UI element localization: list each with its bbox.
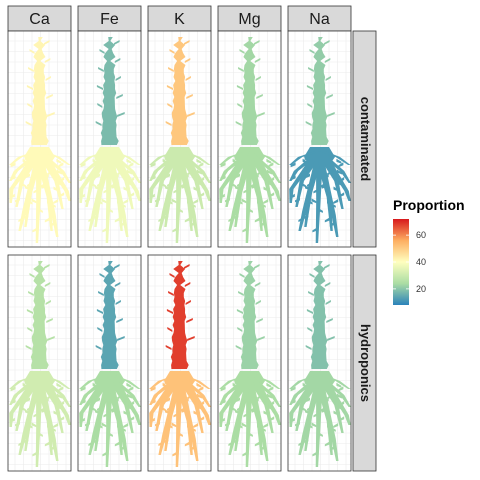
column-label: Na bbox=[309, 11, 330, 28]
column-strip-k: K bbox=[147, 5, 212, 32]
root-region bbox=[219, 147, 281, 243]
row-label: contaminated bbox=[358, 97, 373, 182]
column-label: K bbox=[174, 11, 185, 28]
root-region bbox=[149, 371, 211, 467]
panel-hydroponics-mg bbox=[217, 254, 282, 472]
legend-tick-label: 60 bbox=[416, 230, 426, 240]
root-region bbox=[149, 147, 211, 243]
root-region bbox=[9, 147, 71, 243]
panels bbox=[7, 30, 352, 472]
column-strip-ca: Ca bbox=[7, 5, 72, 32]
panel-contaminated-na bbox=[287, 30, 352, 248]
row-strip-contaminated: contaminated bbox=[352, 30, 377, 248]
row-label: hydroponics bbox=[358, 324, 373, 402]
column-label: Mg bbox=[238, 11, 260, 28]
shoot-region bbox=[25, 37, 55, 145]
legend-tick-label: 40 bbox=[416, 257, 426, 267]
panel-hydroponics-na bbox=[287, 254, 352, 472]
shoot-region bbox=[235, 261, 265, 369]
root-region bbox=[289, 147, 351, 243]
legend-title: Proportion bbox=[393, 197, 465, 213]
legend-tick-label: 20 bbox=[416, 284, 426, 294]
shoot-region bbox=[305, 261, 335, 369]
root-region bbox=[289, 371, 351, 467]
root-region bbox=[219, 371, 281, 467]
root-region bbox=[79, 371, 141, 467]
column-label: Fe bbox=[100, 11, 119, 28]
column-strip-na: Na bbox=[287, 5, 352, 32]
root-region bbox=[9, 371, 71, 467]
panel-contaminated-ca bbox=[7, 30, 72, 248]
legend-ticks: 20 40 60 bbox=[393, 230, 426, 294]
row-strips: contaminated hydroponics bbox=[352, 30, 377, 472]
column-strip-mg: Mg bbox=[217, 5, 282, 32]
panel-hydroponics-k bbox=[147, 254, 212, 472]
legend-colorbar bbox=[393, 219, 409, 305]
panel-contaminated-fe bbox=[77, 30, 142, 248]
panel-hydroponics-fe bbox=[77, 254, 142, 472]
shoot-region bbox=[235, 37, 265, 145]
shoot-region bbox=[25, 261, 55, 369]
panel-contaminated-mg bbox=[217, 30, 282, 248]
legend: Proportion 20 40 60 bbox=[393, 197, 465, 305]
column-strip-fe: Fe bbox=[77, 5, 142, 32]
column-strips: Ca Fe K Mg Na bbox=[7, 5, 352, 32]
panel-contaminated-k bbox=[147, 30, 212, 248]
panel-hydroponics-ca bbox=[7, 254, 72, 472]
shoot-region bbox=[165, 37, 195, 145]
row-strip-hydroponics: hydroponics bbox=[352, 254, 377, 472]
shoot-region bbox=[305, 37, 335, 145]
column-label: Ca bbox=[29, 11, 50, 28]
shoot-region bbox=[165, 261, 195, 369]
shoot-region bbox=[95, 37, 125, 145]
shoot-region bbox=[95, 261, 125, 369]
root-region bbox=[79, 147, 141, 243]
